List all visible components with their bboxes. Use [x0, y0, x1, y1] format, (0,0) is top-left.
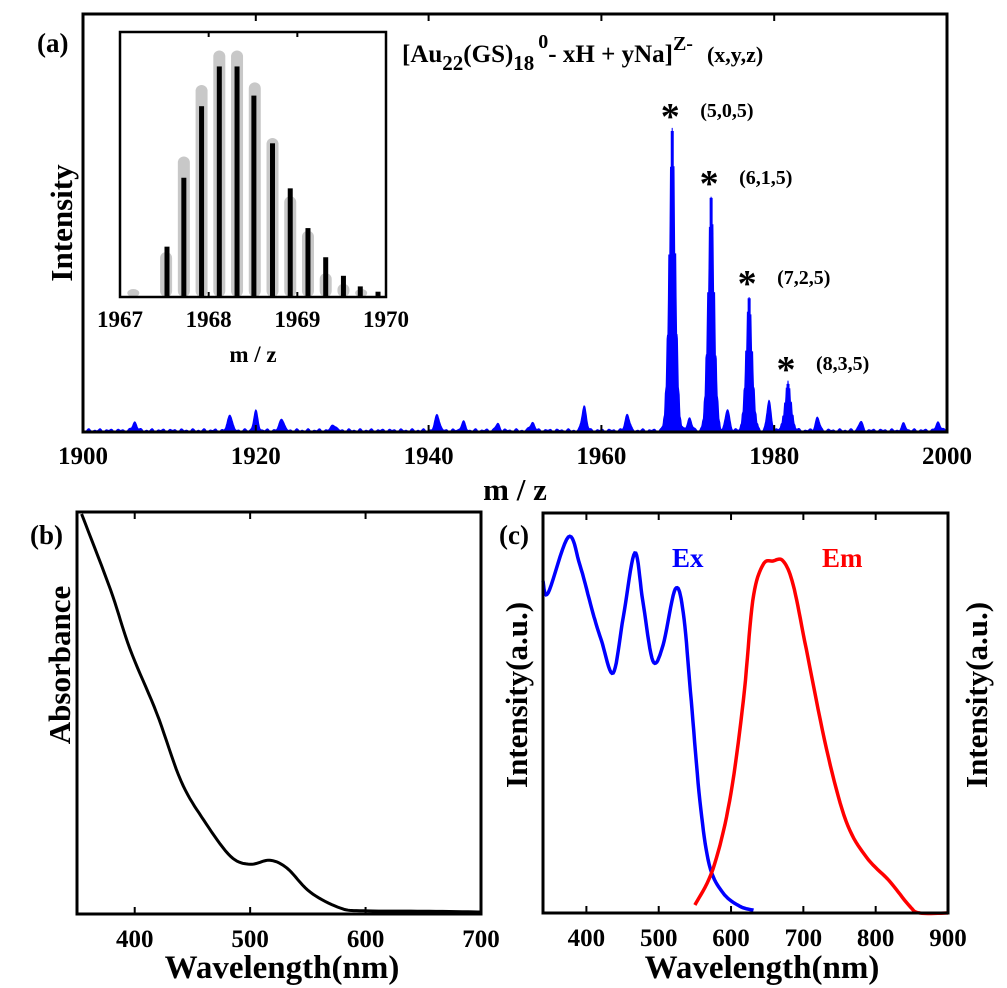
asterisk-marker: *: [661, 96, 680, 138]
x-tick-label: 1920: [231, 443, 281, 470]
peak-label: (5,0,5): [700, 100, 753, 122]
x-tick-label: 500: [231, 926, 269, 953]
panel-label-c: (c): [499, 520, 529, 550]
asterisk-marker: *: [777, 349, 796, 391]
inset-frame: [118, 30, 388, 299]
asterisk-marker: *: [738, 263, 757, 305]
experimental-bar: [340, 275, 346, 297]
absorbance-curve: [80, 513, 481, 914]
x-tick-label: 1980: [749, 443, 799, 470]
panel-a-mass-spectrum: 1900 1920 1940 1960 1980 2000 (a) Intensity m…: [37, 12, 972, 507]
emission-curve: [693, 557, 948, 916]
panel-label-a: (a): [37, 28, 68, 58]
legend-em: Em: [822, 543, 863, 573]
experimental-bar: [287, 188, 293, 297]
experimental-bar: [375, 291, 381, 297]
y-axis-label-c-right: Intensity(a.u.): [959, 602, 994, 788]
panel-c-excitation-emission: 400 500 600 700 800 900 (c) Intensity(a.u.) I…: [499, 511, 994, 986]
y-axis-label-c-left: Intensity(a.u.): [499, 602, 534, 788]
x-tick-label: 400: [568, 925, 606, 952]
legend-ex: Ex: [672, 543, 704, 573]
x-ticks-b: 400 500 600 700: [116, 512, 500, 953]
x-tick-label: 2000: [922, 443, 972, 470]
inset-x-ticks: 1967 1968 1969 1970: [97, 32, 409, 332]
x-tick-label: 1960: [576, 443, 626, 470]
excitation-curve: [541, 534, 754, 912]
experimental-bar: [216, 66, 222, 297]
x-ticks-c: 400 500 600 700 800 900: [568, 513, 967, 952]
peak-label: (7,2,5): [777, 267, 830, 289]
x-tick-label: 600: [712, 925, 750, 952]
x-tick-label: 600: [347, 926, 385, 953]
x-axis-label-a: m / z: [483, 472, 547, 507]
x-tick-label: 700: [462, 926, 500, 953]
peak-annotations: * (5,0,5) * (6,1,5) * (7,2,5) * (8,3,5): [661, 96, 870, 391]
x-tick-label: 1940: [404, 443, 454, 470]
experimental-bar: [357, 286, 363, 297]
experimental-bar: [181, 177, 187, 297]
x-ticks-a: 1900 1920 1940 1960 1980 2000: [58, 14, 972, 470]
experimental-bar: [270, 143, 276, 297]
peak-label: (8,3,5): [816, 353, 869, 375]
plot-frame-a: [81, 12, 949, 434]
inset-bars: [127, 50, 381, 297]
y-axis-label-b: Absorbance: [42, 586, 77, 744]
y-axis-label-a: Intensity: [44, 164, 79, 282]
inset-x-axis-label: m / z: [229, 342, 276, 367]
experimental-bar: [323, 257, 329, 297]
asterisk-marker: *: [700, 163, 719, 205]
experimental-bar: [251, 95, 257, 297]
x-tick-label: 1969: [274, 307, 320, 332]
x-tick-label: 800: [857, 925, 895, 952]
x-tick-label: 700: [785, 925, 823, 952]
x-tick-label: 1900: [58, 443, 108, 470]
x-tick-label: 1970: [363, 307, 409, 332]
experimental-bar: [305, 228, 311, 297]
x-tick-label: 400: [116, 926, 154, 953]
x-tick-label: 1967: [97, 307, 143, 332]
simulated-bar: [127, 289, 140, 297]
panel-b-absorbance: 400 500 600 700 (b) Absorbance Wavelength(n…: [30, 510, 500, 986]
plot-frame-b: [75, 510, 483, 916]
x-axis-label-b: Wavelength(nm): [165, 950, 400, 986]
x-tick-label: 1968: [186, 307, 232, 332]
x-tick-label: 900: [929, 925, 967, 952]
peak-label: (6,1,5): [739, 167, 792, 189]
formula-title: [Au22(GS)180- xH + yNa]Z- (x,y,z): [402, 31, 763, 75]
x-axis-label-c: Wavelength(nm): [645, 950, 880, 986]
experimental-bar: [164, 246, 170, 297]
panel-label-b: (b): [30, 520, 63, 550]
experimental-bar: [199, 106, 205, 297]
x-tick-label: 500: [640, 925, 678, 952]
plot-frame-c: [541, 511, 950, 915]
experimental-bar: [234, 66, 240, 297]
inset-isotope-pattern: 1967 1968 1969 1970 m / z: [97, 30, 409, 367]
